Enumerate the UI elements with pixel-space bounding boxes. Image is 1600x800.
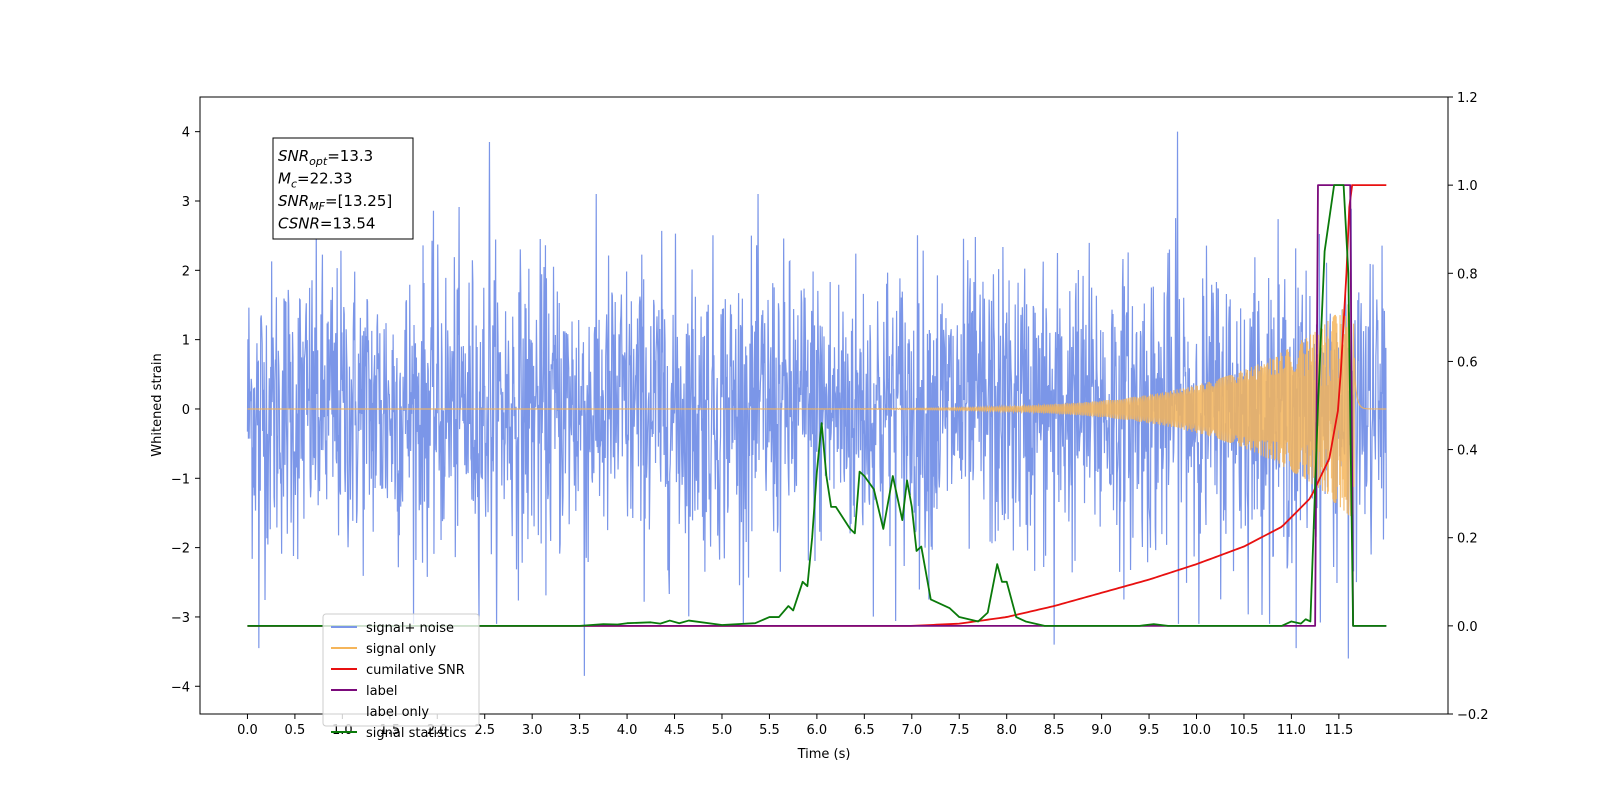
y-left-tick-label: 4 bbox=[182, 126, 190, 141]
x-tick-label: 6.5 bbox=[854, 723, 875, 738]
legend-entry: label bbox=[366, 684, 397, 699]
y-left-tick-label: 3 bbox=[182, 195, 190, 210]
y-axis-right: −0.2 0.0 0.2 0.4 0.6 0.8 1.0 1.2 bbox=[1448, 91, 1489, 723]
y-right-tick-label: 0.4 bbox=[1457, 444, 1478, 459]
y-right-tick-label: 1.2 bbox=[1457, 91, 1478, 106]
annotation-value: =13.54 bbox=[320, 215, 376, 233]
x-tick-label: 9.0 bbox=[1091, 723, 1112, 738]
x-tick-label: 2.0 bbox=[427, 723, 448, 738]
x-tick-label: 7.5 bbox=[949, 723, 970, 738]
annotation-symbol: CSNR bbox=[278, 215, 320, 233]
annotation-line: SNRopt=13.3 bbox=[278, 147, 373, 168]
x-tick-label: 10.0 bbox=[1182, 723, 1211, 738]
y-axis-left: −4 −3 −2 −1 0 1 2 3 4 bbox=[171, 126, 200, 695]
annotation-symbol: SNR bbox=[278, 147, 309, 165]
x-tick-label: 8.5 bbox=[1044, 723, 1065, 738]
x-tick-label: 0.0 bbox=[237, 723, 258, 738]
y-left-tick-label: 1 bbox=[182, 334, 190, 349]
series-signal-statistics-line bbox=[247, 184, 1387, 627]
y-left-tick-label: −2 bbox=[171, 542, 190, 557]
legend-entry: signal statistics bbox=[366, 726, 467, 741]
x-axis-label: Time (s) bbox=[797, 747, 851, 762]
snr-annotation-box: SNRopt=13.3Mc=22.33SNRMF=[13.25]CSNR=13.… bbox=[272, 137, 414, 240]
annotation-subscript: c bbox=[291, 178, 297, 191]
y-left-tick-label: −3 bbox=[171, 611, 190, 626]
annotation-value: =22.33 bbox=[297, 170, 353, 188]
legend-entry: cumilative SNR bbox=[366, 663, 465, 678]
x-tick-label: 0.5 bbox=[285, 723, 306, 738]
x-tick-label: 3.5 bbox=[569, 723, 590, 738]
x-tick-label: 1.0 bbox=[332, 723, 353, 738]
x-tick-label: 11.0 bbox=[1277, 723, 1306, 738]
annotation-line: Mc=22.33 bbox=[278, 170, 353, 191]
annotation-value: =13.3 bbox=[327, 147, 373, 165]
y-left-tick-label: 2 bbox=[182, 264, 190, 279]
annotation-frame bbox=[272, 137, 414, 240]
series-signal-only-line bbox=[247, 304, 1387, 517]
annotation-line: CSNR=13.54 bbox=[278, 215, 375, 233]
annotation-value: =[13.25] bbox=[325, 192, 392, 210]
x-tick-label: 5.0 bbox=[712, 723, 733, 738]
y-left-tick-label: 0 bbox=[182, 403, 190, 418]
y-axis-label: Whitened strain bbox=[150, 353, 165, 456]
y-left-tick-label: −4 bbox=[171, 680, 190, 695]
x-tick-label: 1.5 bbox=[379, 723, 400, 738]
x-tick-label: 11.5 bbox=[1324, 723, 1353, 738]
annotation-symbol: M bbox=[278, 170, 291, 188]
x-axis: 0.0 0.5 1.0 1.5 2.0 2.5 3.0 3.5 4.0 4.5 5.0 5.5 6.0 6… bbox=[237, 714, 1353, 738]
y-right-tick-label: −0.2 bbox=[1457, 708, 1489, 723]
x-tick-label: 2.5 bbox=[474, 723, 495, 738]
legend-entry: label only bbox=[366, 705, 429, 720]
x-tick-label: 8.0 bbox=[996, 723, 1017, 738]
annotation-symbol: SNR bbox=[278, 192, 309, 210]
y-right-tick-label: 0.0 bbox=[1457, 620, 1478, 635]
legend-entry: signal only bbox=[366, 642, 436, 657]
series-signal-noise-line bbox=[246, 131, 1387, 676]
x-tick-label: 5.5 bbox=[759, 723, 780, 738]
annotation-subscript: opt bbox=[309, 155, 328, 168]
x-tick-label: 9.5 bbox=[1139, 723, 1160, 738]
y-right-tick-label: 1.0 bbox=[1457, 179, 1478, 194]
legend-frame bbox=[322, 613, 480, 727]
x-tick-label: 4.5 bbox=[664, 723, 685, 738]
x-tick-label: 10.5 bbox=[1229, 723, 1258, 738]
y-left-tick-label: −1 bbox=[171, 472, 190, 487]
y-right-tick-label: 0.6 bbox=[1457, 355, 1478, 370]
x-tick-label: 3.0 bbox=[522, 723, 543, 738]
x-tick-label: 6.0 bbox=[807, 723, 828, 738]
legend: signal+ noise signal only cumilative SNR la… bbox=[322, 613, 480, 741]
x-tick-label: 7.0 bbox=[901, 723, 922, 738]
annotation-subscript: MF bbox=[309, 200, 325, 213]
annotation-line: SNRMF=[13.25] bbox=[278, 192, 392, 213]
plot-frame bbox=[199, 96, 1449, 715]
legend-entry: signal+ noise bbox=[366, 621, 454, 636]
x-tick-label: 4.0 bbox=[617, 723, 638, 738]
y-right-tick-label: 0.8 bbox=[1457, 267, 1478, 282]
y-right-tick-label: 0.2 bbox=[1457, 532, 1478, 547]
